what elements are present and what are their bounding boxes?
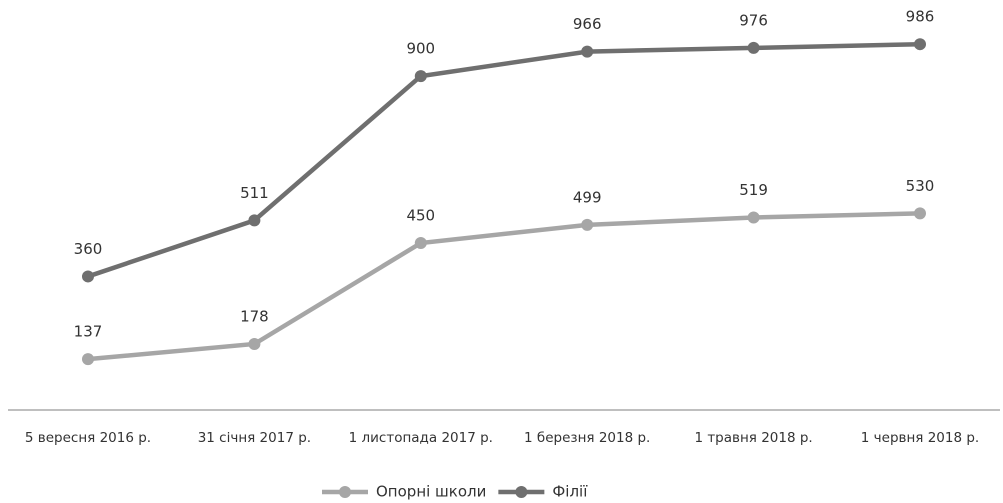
legend-label: Опорні школи [376,483,486,501]
marker [414,70,427,83]
data-label: 499 [573,188,602,206]
data-label: 519 [739,181,768,199]
marker [248,337,261,350]
data-label: 450 [406,207,435,225]
data-label: 360 [74,240,103,258]
data-label: 137 [74,323,103,341]
data-label: 530 [906,177,935,195]
line [87,41,921,279]
data-label: 966 [573,15,602,33]
marker [581,218,594,231]
marker [747,211,760,224]
x-tick-label: 31 січня 2017 р. [198,430,311,446]
marker [248,214,261,227]
x-tick-label: 1 червня 2018 р. [861,430,979,446]
line [87,211,921,362]
marker [82,270,94,283]
x-tick-label: 1 березня 2018 р. [524,430,650,446]
data-label: 976 [739,11,768,29]
x-tick-label: 5 вересня 2016 р. [25,430,151,446]
marker [414,237,427,250]
data-label: 900 [406,40,435,58]
x-tick-label: 1 листопада 2017 р. [349,430,493,446]
legend-marker [339,486,351,498]
legend-label: Філії [552,483,588,501]
data-label: 986 [906,8,935,26]
marker [581,45,594,58]
marker [914,207,926,220]
marker [82,353,94,366]
x-tick-label: 1 травня 2018 р. [694,430,812,446]
data-label: 178 [240,307,269,325]
marker [747,41,760,54]
data-label: 511 [240,184,269,202]
legend-marker [515,486,528,498]
marker [914,38,926,51]
